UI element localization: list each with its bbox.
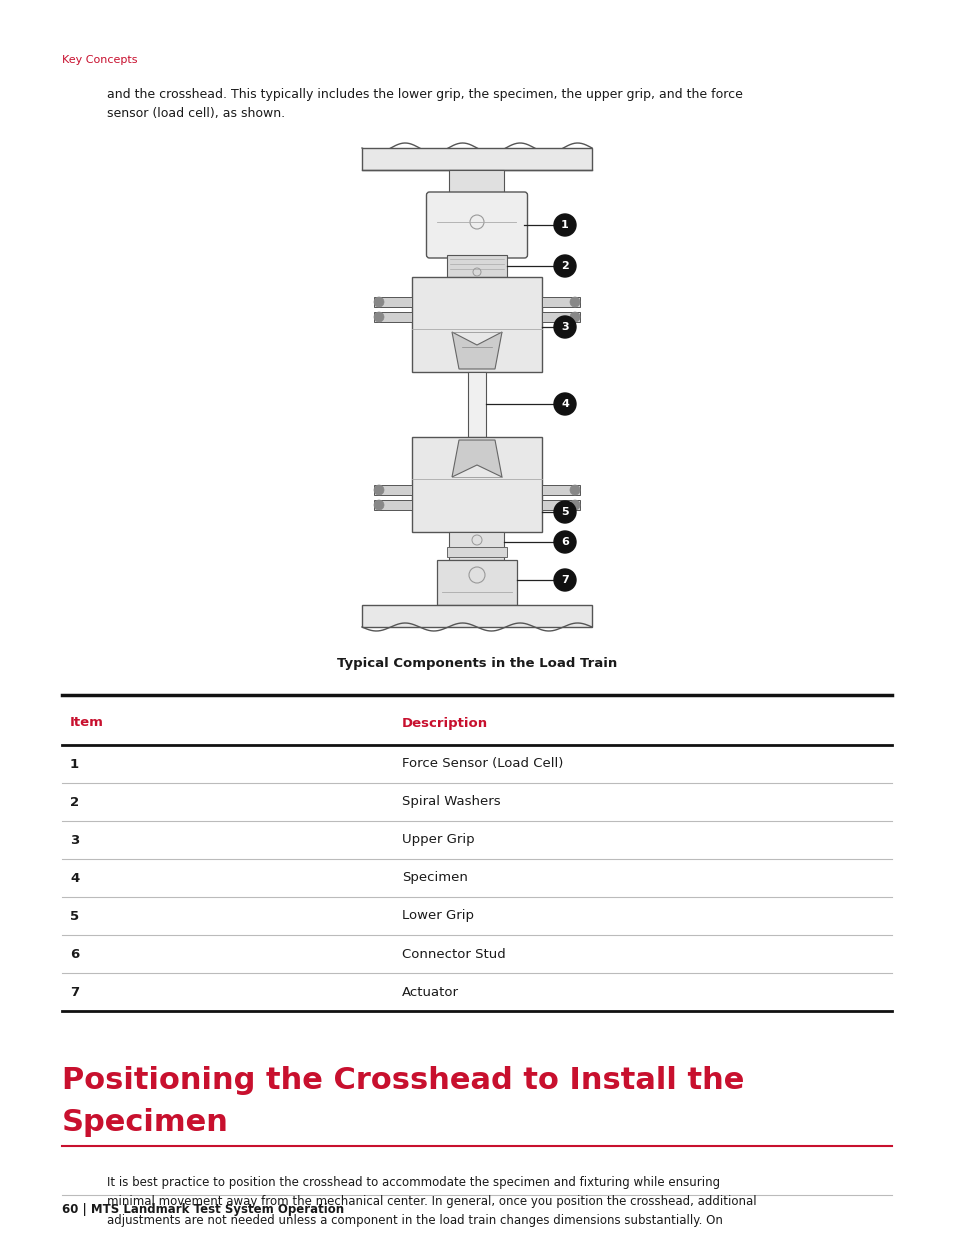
Text: Force Sensor (Load Cell): Force Sensor (Load Cell) [401,757,563,771]
Text: 6: 6 [560,537,568,547]
Bar [447,547,506,557]
Text: It is best practice to position the crosshead to accommodate the specimen and fi: It is best practice to position the cros… [107,1176,756,1228]
Circle shape [554,569,576,592]
Text: 5: 5 [70,909,79,923]
Bar [541,312,579,322]
Bar [412,437,541,532]
Bar [541,500,579,510]
Circle shape [569,312,579,322]
Text: Actuator: Actuator [401,986,458,999]
Text: Lower Grip: Lower Grip [401,909,474,923]
Bar [436,559,517,605]
Polygon shape [452,332,501,369]
Bar [361,605,592,627]
Text: 7: 7 [70,986,79,999]
Text: 4: 4 [560,399,568,409]
Text: 2: 2 [560,261,568,270]
Bar [374,312,412,322]
Text: 1: 1 [560,220,568,230]
Text: 4: 4 [70,872,79,884]
Bar [449,170,504,195]
Circle shape [554,393,576,415]
Bar [374,485,412,495]
Text: Description: Description [401,716,488,730]
Circle shape [374,500,384,510]
Circle shape [554,254,576,277]
Bar [374,296,412,308]
Bar [541,485,579,495]
Text: Specimen: Specimen [401,872,467,884]
Bar [541,296,579,308]
Text: 2: 2 [70,795,79,809]
Bar [374,500,412,510]
Bar [361,148,592,170]
Text: Typical Components in the Load Train: Typical Components in the Load Train [336,657,617,671]
Text: Connector Stud: Connector Stud [401,947,505,961]
Text: 7: 7 [560,576,568,585]
Text: Specimen: Specimen [62,1108,229,1137]
Bar [447,254,506,277]
Text: 3: 3 [70,834,79,846]
Text: Key Concepts: Key Concepts [62,56,137,65]
Text: 1: 1 [70,757,79,771]
Text: Positioning the Crosshead to Install the: Positioning the Crosshead to Install the [62,1066,743,1095]
Circle shape [374,312,384,322]
Text: 60 | MTS Landmark Test System Operation: 60 | MTS Landmark Test System Operation [62,1203,344,1216]
Circle shape [554,214,576,236]
Text: 5: 5 [560,508,568,517]
Text: and the crosshead. This typically includes the lower grip, the specimen, the upp: and the crosshead. This typically includ… [107,88,742,120]
Bar [412,277,541,372]
Text: 3: 3 [560,322,568,332]
Text: Item: Item [70,716,104,730]
Text: 6: 6 [70,947,79,961]
Bar [468,372,485,437]
Circle shape [569,296,579,308]
Circle shape [554,501,576,522]
Polygon shape [452,440,501,477]
Text: Spiral Washers: Spiral Washers [401,795,500,809]
Circle shape [554,316,576,338]
Circle shape [374,296,384,308]
Text: Upper Grip: Upper Grip [401,834,475,846]
FancyBboxPatch shape [426,191,527,258]
Circle shape [374,485,384,495]
Circle shape [554,531,576,553]
Bar [449,532,504,559]
Circle shape [569,500,579,510]
Circle shape [569,485,579,495]
